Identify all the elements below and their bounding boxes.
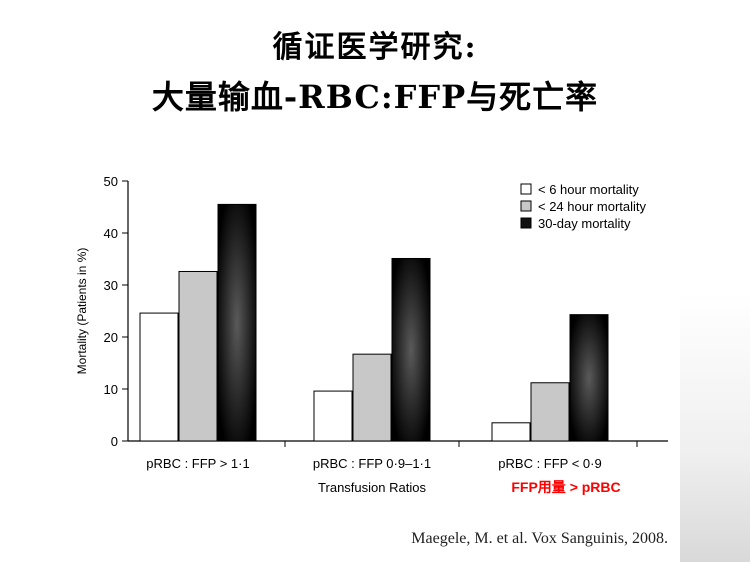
bar-30d-group2 bbox=[391, 257, 431, 442]
legend-label: 30-day mortality bbox=[538, 216, 631, 231]
slide-title-line1: 循证医学研究: bbox=[272, 30, 478, 65]
y-tick-label: 20 bbox=[104, 330, 118, 345]
legend-label: < 24 hour mortality bbox=[538, 199, 647, 214]
bar-24h-group2 bbox=[352, 353, 392, 442]
legend-swatch bbox=[520, 183, 532, 195]
bar-24h-group3 bbox=[530, 382, 570, 442]
y-tick-label: 40 bbox=[104, 226, 118, 241]
y-tick-label: 50 bbox=[104, 174, 118, 189]
bar-6h-group3 bbox=[491, 422, 531, 442]
bar-30d-group1 bbox=[217, 203, 257, 442]
y-tick-label: 0 bbox=[111, 434, 118, 449]
bar-6h-group2 bbox=[313, 390, 353, 442]
x-category-label: pRBC : FFP < 0·9 bbox=[498, 456, 601, 471]
bar-30d-group3 bbox=[569, 314, 609, 442]
legend-label: < 6 hour mortality bbox=[538, 182, 639, 197]
legend-swatch bbox=[520, 217, 532, 229]
slide-title-line2: 大量输血-RBC:FFP与死亡率 bbox=[151, 78, 599, 116]
background-texture bbox=[680, 292, 750, 562]
y-axis-label: Mortality (Patients in %) bbox=[75, 248, 89, 375]
y-tick-label: 30 bbox=[104, 278, 118, 293]
x-axis-label: Transfusion Ratios bbox=[318, 480, 426, 495]
bar-6h-group1 bbox=[139, 312, 179, 442]
bar-24h-group1 bbox=[178, 270, 218, 442]
annotation-ffp-more-than-prbc: FFP用量 > pRBC bbox=[511, 479, 620, 495]
x-category-label: pRBC : FFP 0·9–1·1 bbox=[313, 456, 431, 471]
legend-swatch bbox=[520, 200, 532, 212]
y-tick-label: 10 bbox=[104, 382, 118, 397]
x-category-label: pRBC : FFP > 1·1 bbox=[146, 456, 249, 471]
citation: Maegele, M. et al. Vox Sanguinis, 2008. bbox=[411, 530, 668, 547]
